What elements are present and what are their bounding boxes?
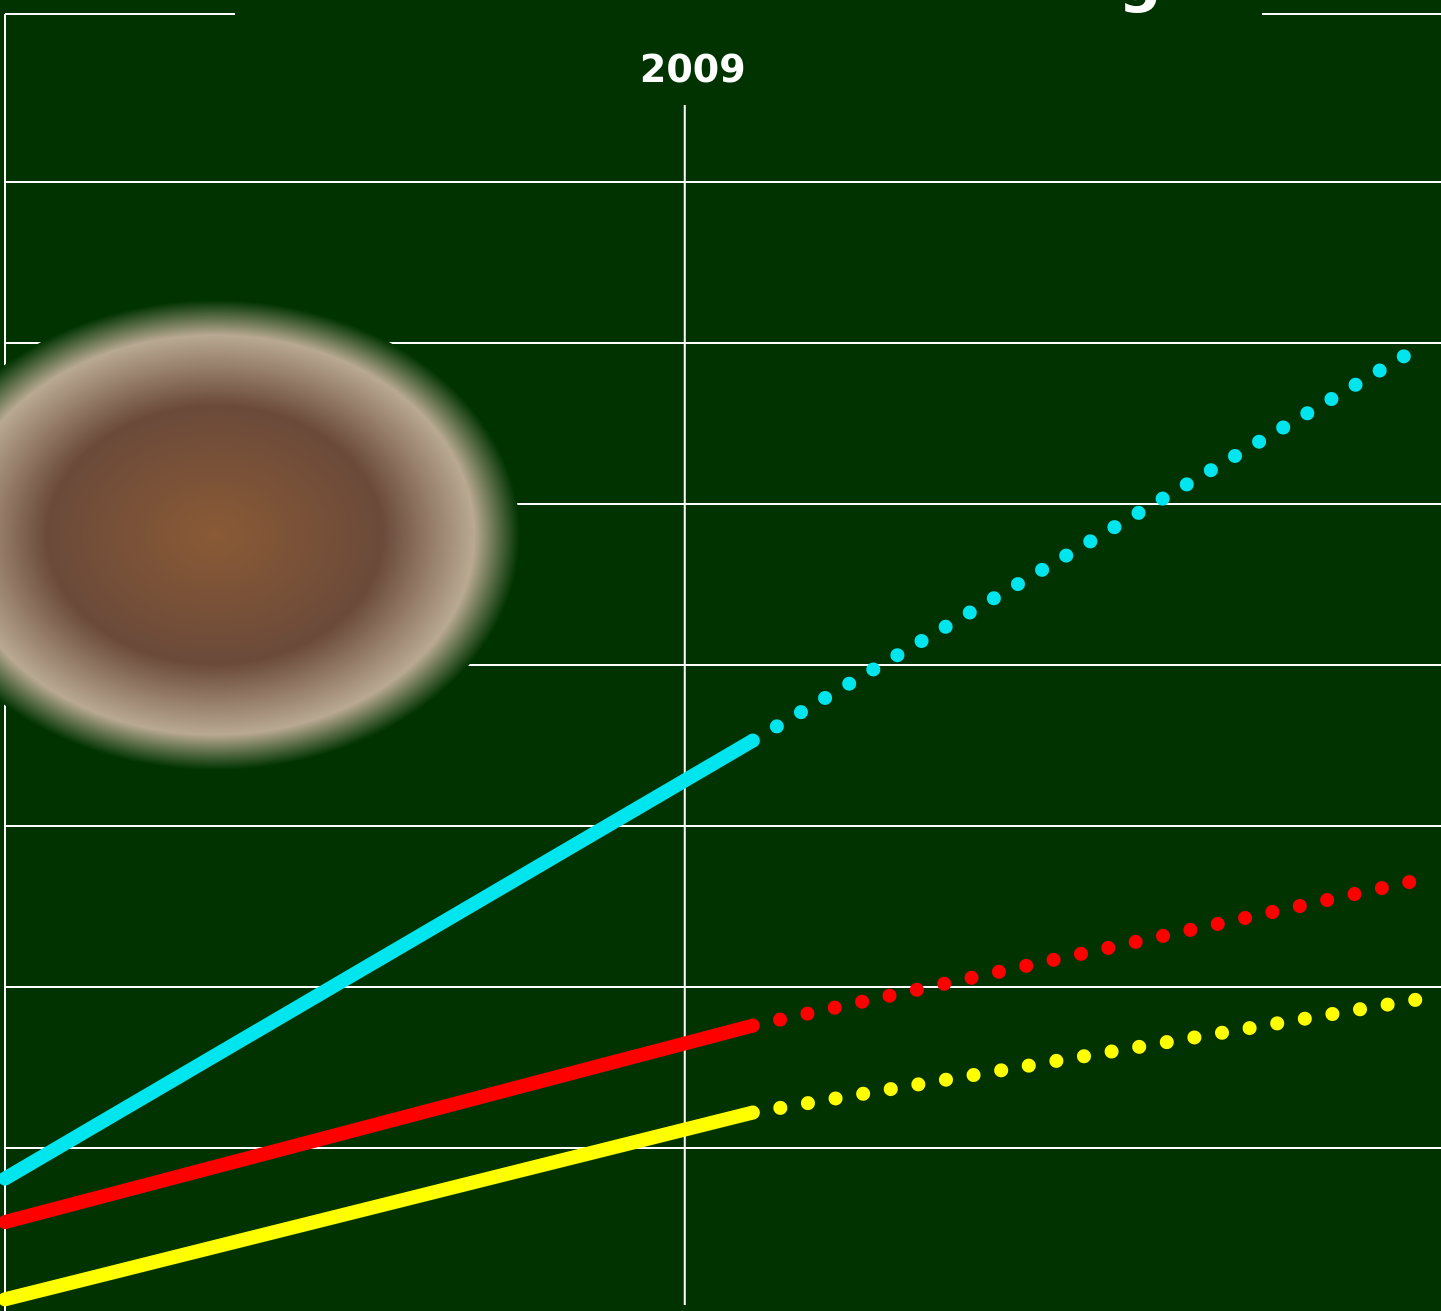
series-line (745, 992, 1423, 1120)
lines (0, 342, 1423, 1307)
photo (0, 300, 520, 770)
series-line (0, 1105, 760, 1307)
chart-title: g (1119, 0, 1162, 15)
series-line (0, 1018, 760, 1230)
x-tick-label: 2009 (640, 47, 746, 91)
series-line (0, 733, 760, 1186)
series-line (745, 873, 1423, 1033)
series-line (745, 342, 1423, 748)
